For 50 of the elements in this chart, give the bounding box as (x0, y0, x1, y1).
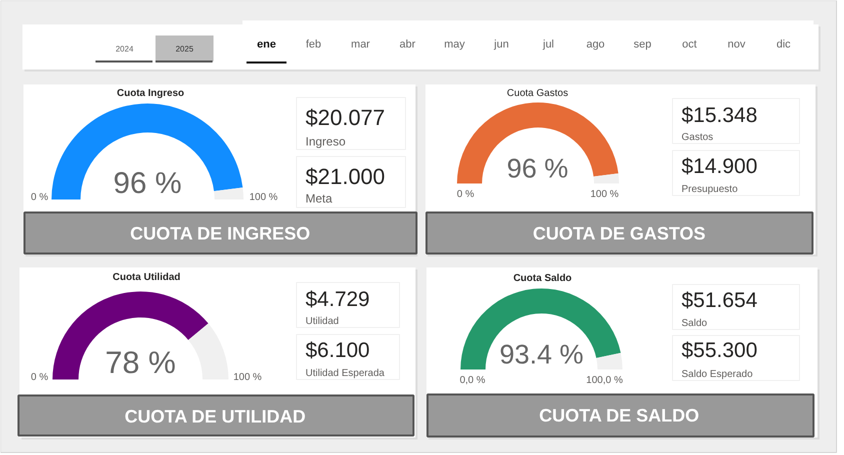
category-label: ago (586, 38, 605, 50)
data-label: 93.4 % (499, 340, 584, 370)
text: Utilidad Esperada (306, 368, 385, 379)
text: 2025 (176, 44, 194, 54)
category-label: jul (542, 38, 554, 50)
chart-title: Cuota Utilidad (112, 272, 180, 283)
category-label: mar (351, 38, 370, 50)
category-label: sep (634, 38, 652, 50)
chart-title: Cuota Gastos (506, 88, 568, 99)
category-label: dic (776, 38, 792, 50)
text: 100 % (249, 192, 278, 203)
category-label: abr (400, 38, 416, 50)
category-label: oct (682, 38, 697, 50)
text: CUOTA DE UTILIDAD (124, 406, 306, 426)
text: $51.654 (682, 289, 758, 312)
text: Saldo Esperado (682, 369, 754, 380)
text: Presupuesto (682, 184, 738, 195)
data-label: 96 % (506, 154, 568, 184)
text: 100 % (233, 372, 262, 383)
text: $6.100 (306, 339, 370, 362)
text: $15.348 (682, 104, 758, 127)
text: Saldo (682, 318, 708, 329)
category-label: feb (306, 38, 322, 50)
category-label: nov (728, 38, 746, 50)
text: Utilidad (306, 316, 339, 327)
text: $14.900 (682, 155, 758, 178)
text: CUOTA DE INGRESO (130, 224, 310, 244)
text: CUOTA DE GASTOS (532, 224, 706, 244)
data-label: 78 % (105, 345, 176, 380)
text: 0,0 % (460, 375, 486, 386)
data-label: 96 % (113, 167, 182, 200)
category-label: jun (493, 38, 509, 50)
chart-title: Cuota Ingreso (116, 88, 184, 99)
text: 2024 (116, 44, 134, 54)
category-label: may (444, 38, 466, 50)
text: $21.000 (306, 164, 386, 189)
text: 100 % (590, 189, 619, 200)
text: $20.077 (306, 105, 386, 130)
category-label: ene (257, 38, 276, 50)
chart-title: Cuota Saldo (513, 273, 572, 284)
text: Meta (306, 192, 333, 206)
text: $4.729 (306, 288, 370, 311)
text: 0 % (30, 372, 48, 383)
text: 0 % (30, 192, 48, 203)
text: $55.300 (682, 339, 758, 362)
text: CUOTA DE SALDO (539, 406, 700, 426)
text: 100,0 % (586, 375, 623, 386)
text: 0 % (456, 189, 474, 200)
text: Gastos (682, 132, 714, 143)
text: Ingreso (306, 134, 346, 148)
